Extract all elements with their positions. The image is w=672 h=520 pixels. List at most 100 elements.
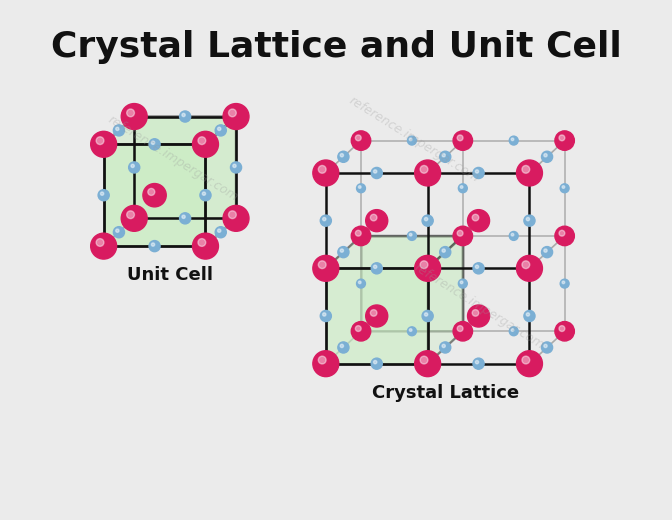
Circle shape bbox=[458, 279, 467, 288]
Circle shape bbox=[517, 350, 542, 376]
Circle shape bbox=[475, 360, 478, 364]
Circle shape bbox=[555, 321, 575, 341]
Polygon shape bbox=[427, 236, 463, 363]
Circle shape bbox=[202, 192, 206, 196]
Circle shape bbox=[439, 342, 451, 353]
Circle shape bbox=[91, 132, 117, 157]
Polygon shape bbox=[206, 116, 236, 246]
Circle shape bbox=[526, 313, 530, 316]
Circle shape bbox=[439, 151, 451, 162]
Circle shape bbox=[127, 211, 134, 218]
Polygon shape bbox=[361, 236, 463, 331]
Circle shape bbox=[98, 190, 110, 201]
Circle shape bbox=[420, 165, 428, 173]
Circle shape bbox=[355, 230, 361, 236]
Circle shape bbox=[511, 233, 514, 236]
Circle shape bbox=[420, 261, 428, 269]
Polygon shape bbox=[103, 116, 236, 144]
Circle shape bbox=[96, 239, 104, 246]
Circle shape bbox=[215, 227, 226, 238]
Circle shape bbox=[517, 160, 542, 186]
Circle shape bbox=[370, 309, 377, 316]
Circle shape bbox=[149, 139, 160, 150]
Circle shape bbox=[511, 138, 514, 141]
Circle shape bbox=[182, 215, 185, 218]
Circle shape bbox=[148, 188, 155, 196]
Circle shape bbox=[374, 265, 377, 268]
Text: reference.impergar.com: reference.impergar.com bbox=[411, 261, 546, 352]
Circle shape bbox=[468, 305, 490, 327]
Circle shape bbox=[198, 137, 206, 145]
Circle shape bbox=[116, 127, 119, 131]
Circle shape bbox=[355, 326, 361, 331]
Circle shape bbox=[96, 137, 104, 145]
Circle shape bbox=[319, 261, 326, 269]
Circle shape bbox=[128, 162, 140, 173]
Text: reference.impergar.com: reference.impergar.com bbox=[346, 94, 481, 185]
Circle shape bbox=[511, 329, 514, 331]
Circle shape bbox=[542, 151, 552, 162]
Circle shape bbox=[192, 132, 218, 157]
Circle shape bbox=[230, 162, 241, 173]
Circle shape bbox=[357, 184, 366, 193]
Circle shape bbox=[522, 356, 530, 364]
Circle shape bbox=[355, 135, 361, 141]
Circle shape bbox=[457, 326, 463, 331]
Circle shape bbox=[313, 255, 339, 281]
Circle shape bbox=[415, 255, 441, 281]
Circle shape bbox=[425, 217, 428, 221]
Circle shape bbox=[100, 192, 103, 196]
Circle shape bbox=[409, 138, 412, 141]
Circle shape bbox=[340, 344, 343, 347]
Circle shape bbox=[422, 215, 433, 226]
Circle shape bbox=[522, 261, 530, 269]
Text: Crystal Lattice and Unit Cell: Crystal Lattice and Unit Cell bbox=[50, 31, 622, 64]
Circle shape bbox=[114, 125, 124, 136]
Circle shape bbox=[420, 356, 428, 364]
Circle shape bbox=[91, 233, 117, 259]
Circle shape bbox=[460, 186, 463, 188]
Polygon shape bbox=[103, 144, 206, 246]
Circle shape bbox=[114, 227, 124, 238]
Circle shape bbox=[542, 246, 552, 258]
Circle shape bbox=[121, 103, 147, 129]
Circle shape bbox=[422, 310, 433, 321]
Circle shape bbox=[559, 326, 565, 331]
Circle shape bbox=[340, 153, 343, 157]
Circle shape bbox=[409, 329, 412, 331]
Circle shape bbox=[223, 205, 249, 231]
Circle shape bbox=[340, 249, 343, 252]
Polygon shape bbox=[134, 116, 236, 218]
Circle shape bbox=[559, 135, 565, 141]
Circle shape bbox=[475, 265, 478, 268]
Circle shape bbox=[338, 246, 349, 258]
Circle shape bbox=[179, 213, 191, 224]
Circle shape bbox=[526, 217, 530, 221]
Circle shape bbox=[415, 160, 441, 186]
Circle shape bbox=[562, 186, 564, 188]
Circle shape bbox=[338, 342, 349, 353]
Circle shape bbox=[143, 184, 166, 207]
Circle shape bbox=[374, 360, 377, 364]
Circle shape bbox=[121, 205, 147, 231]
Circle shape bbox=[358, 186, 361, 188]
Circle shape bbox=[323, 313, 326, 316]
Circle shape bbox=[127, 109, 134, 117]
Circle shape bbox=[233, 164, 236, 167]
Circle shape bbox=[517, 255, 542, 281]
Circle shape bbox=[182, 113, 185, 116]
Circle shape bbox=[198, 239, 206, 246]
Circle shape bbox=[407, 136, 417, 145]
Circle shape bbox=[522, 165, 530, 173]
Circle shape bbox=[425, 313, 428, 316]
Circle shape bbox=[544, 153, 547, 157]
Circle shape bbox=[319, 165, 326, 173]
Circle shape bbox=[218, 127, 221, 131]
Circle shape bbox=[509, 327, 518, 336]
Circle shape bbox=[228, 109, 237, 117]
Circle shape bbox=[562, 281, 564, 284]
Circle shape bbox=[544, 249, 547, 252]
Circle shape bbox=[524, 310, 535, 321]
Circle shape bbox=[131, 164, 134, 167]
Circle shape bbox=[473, 358, 484, 369]
